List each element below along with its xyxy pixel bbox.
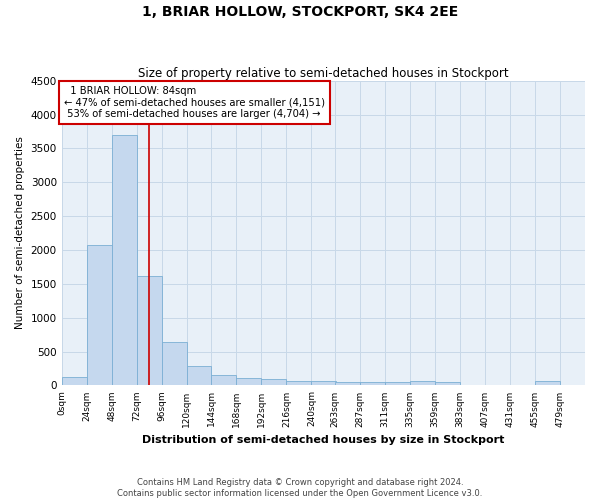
- Bar: [86, 244, 112, 386]
- Bar: [385, 382, 410, 386]
- Bar: [410, 382, 435, 386]
- Text: 1 BRIAR HOLLOW: 84sqm  
← 47% of semi-detached houses are smaller (4,151)
 53% o: 1 BRIAR HOLLOW: 84sqm ← 47% of semi-deta…: [64, 86, 325, 120]
- Bar: [262, 380, 286, 386]
- Bar: [435, 382, 460, 386]
- X-axis label: Distribution of semi-detached houses by size in Stockport: Distribution of semi-detached houses by …: [142, 435, 505, 445]
- Bar: [286, 380, 311, 386]
- Bar: [360, 382, 385, 386]
- Bar: [236, 378, 262, 386]
- Y-axis label: Number of semi-detached properties: Number of semi-detached properties: [15, 136, 25, 330]
- Bar: [112, 135, 137, 386]
- Bar: [62, 378, 86, 386]
- Bar: [161, 342, 187, 386]
- Text: Contains HM Land Registry data © Crown copyright and database right 2024.
Contai: Contains HM Land Registry data © Crown c…: [118, 478, 482, 498]
- Bar: [535, 382, 560, 386]
- Bar: [187, 366, 211, 386]
- Bar: [311, 382, 337, 386]
- Text: 1, BRIAR HOLLOW, STOCKPORT, SK4 2EE: 1, BRIAR HOLLOW, STOCKPORT, SK4 2EE: [142, 5, 458, 19]
- Bar: [137, 276, 161, 386]
- Bar: [211, 374, 236, 386]
- Bar: [335, 382, 360, 386]
- Title: Size of property relative to semi-detached houses in Stockport: Size of property relative to semi-detach…: [138, 66, 509, 80]
